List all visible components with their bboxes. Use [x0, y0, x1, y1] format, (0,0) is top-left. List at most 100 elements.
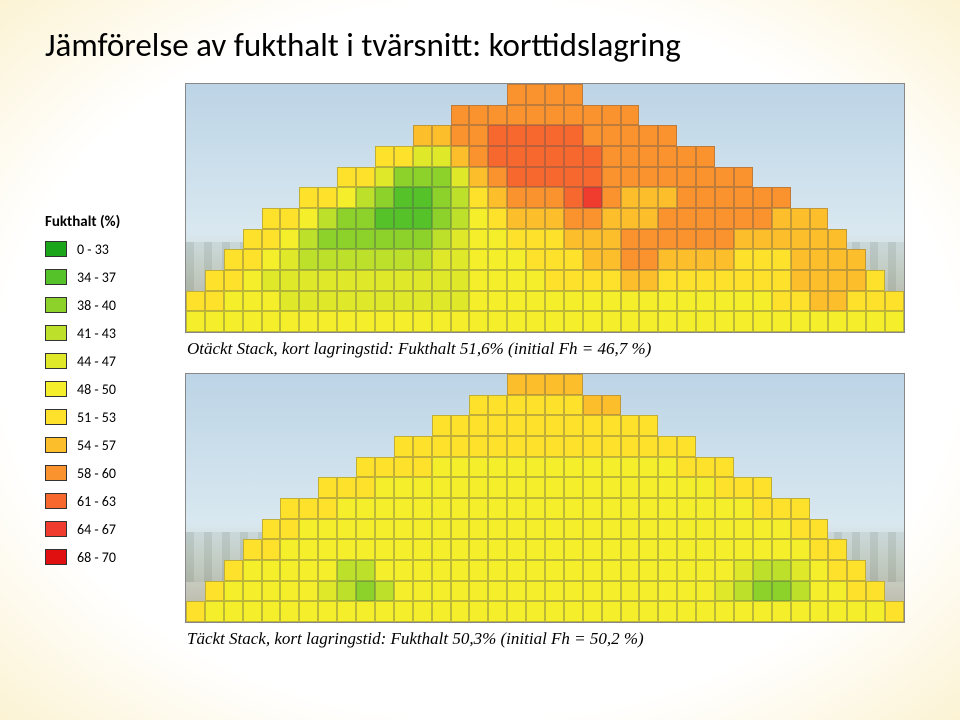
heatmap-cell: [658, 457, 677, 478]
heatmap-cell: [545, 270, 564, 291]
heatmap-cell: [299, 167, 318, 188]
heatmap-cell: [866, 519, 885, 540]
heatmap-cell: [337, 146, 356, 167]
legend-swatch: [45, 521, 67, 537]
legend: Fukthalt (%) 0 - 3334 - 3738 - 4041 - 43…: [45, 83, 165, 663]
heatmap-cell: [469, 539, 488, 560]
heatmap-cell: [507, 601, 526, 622]
heatmap-cell: [507, 187, 526, 208]
heatmap-cell: [545, 146, 564, 167]
heatmap-cell: [639, 311, 658, 332]
heatmap-cell: [602, 498, 621, 519]
heatmap-cell: [753, 229, 772, 250]
heatmap-cell: [753, 270, 772, 291]
chart2-caption: Täckt Stack, kort lagringstid: Fukthalt …: [187, 629, 915, 649]
heatmap-cell: [318, 105, 337, 126]
heatmap-cell: [262, 601, 281, 622]
heatmap-cell: [583, 270, 602, 291]
heatmap-cell: [375, 415, 394, 436]
heatmap-cell: [469, 601, 488, 622]
heatmap-cell: [526, 229, 545, 250]
heatmap-cell: [658, 229, 677, 250]
heatmap-cell: [413, 105, 432, 126]
heatmap-cell: [451, 415, 470, 436]
heatmap-cell: [866, 249, 885, 270]
heatmap-cell: [753, 311, 772, 332]
heatmap-cell: [810, 146, 829, 167]
heatmap-cell: [866, 105, 885, 126]
heatmap-cell: [715, 498, 734, 519]
heatmap-cell: [394, 167, 413, 188]
heatmap-cell: [375, 311, 394, 332]
heatmap-cell: [564, 519, 583, 540]
heatmap-cell: [734, 249, 753, 270]
heatmap-cell: [677, 167, 696, 188]
heatmap-cell: [866, 498, 885, 519]
heatmap-cell: [866, 395, 885, 416]
heatmap-cell: [677, 311, 696, 332]
heatmap-cell: [734, 498, 753, 519]
heatmap-cell: [658, 208, 677, 229]
heatmap-cell: [810, 560, 829, 581]
heatmap-cell: [791, 374, 810, 395]
heatmap-cell: [658, 291, 677, 312]
heatmap-cell: [639, 415, 658, 436]
heatmap-cell: [356, 229, 375, 250]
heatmap-cell: [262, 105, 281, 126]
heatmap-cell: [507, 477, 526, 498]
heatmap-cell: [337, 187, 356, 208]
heatmap-cell: [715, 208, 734, 229]
heatmap-cell: [262, 457, 281, 478]
heatmap-cell: [828, 208, 847, 229]
legend-row: 38 - 40: [45, 293, 165, 317]
heatmap-cell: [243, 436, 262, 457]
heatmap-cell: [337, 436, 356, 457]
heatmap-cell: [696, 146, 715, 167]
heatmap-cell: [696, 519, 715, 540]
heatmap-cell: [375, 208, 394, 229]
heatmap-cell: [356, 249, 375, 270]
heatmap-cell: [602, 270, 621, 291]
heatmap-cell: [413, 395, 432, 416]
heatmap-cell: [243, 601, 262, 622]
heatmap-cell: [564, 187, 583, 208]
heatmap-cell: [205, 167, 224, 188]
heatmap-cell: [413, 249, 432, 270]
heatmap-cell: [262, 477, 281, 498]
heatmap-cell: [866, 477, 885, 498]
heatmap-cell: [356, 270, 375, 291]
legend-swatch: [45, 297, 67, 313]
heatmap-cell: [451, 187, 470, 208]
heatmap-cell: [772, 146, 791, 167]
heatmap-cell: [847, 601, 866, 622]
heatmap-cell: [451, 270, 470, 291]
heatmap-cell: [564, 581, 583, 602]
heatmap-cell: [772, 249, 791, 270]
heatmap-cell: [810, 291, 829, 312]
heatmap-cell: [696, 374, 715, 395]
heatmap-cell: [828, 187, 847, 208]
heatmap-cell: [696, 560, 715, 581]
heatmap-cell: [583, 457, 602, 478]
legend-swatch: [45, 549, 67, 565]
heatmap-cell: [375, 581, 394, 602]
heatmap-cell: [545, 415, 564, 436]
heatmap-cell: [488, 374, 507, 395]
heatmap-cell: [602, 84, 621, 105]
heatmap-cell: [677, 374, 696, 395]
heatmap-cell: [224, 457, 243, 478]
heatmap-cell: [186, 125, 205, 146]
heatmap-cell: [885, 436, 904, 457]
heatmap-cell: [280, 229, 299, 250]
heatmap-cell: [451, 519, 470, 540]
heatmap-cell: [432, 519, 451, 540]
heatmap-cell: [828, 125, 847, 146]
legend-swatch: [45, 437, 67, 453]
heatmap-cell: [734, 395, 753, 416]
heatmap-cell: [734, 125, 753, 146]
heatmap-cell: [810, 208, 829, 229]
heatmap-cell: [753, 395, 772, 416]
heatmap-cell: [564, 395, 583, 416]
heatmap-cell: [280, 125, 299, 146]
heatmap-cell: [791, 249, 810, 270]
